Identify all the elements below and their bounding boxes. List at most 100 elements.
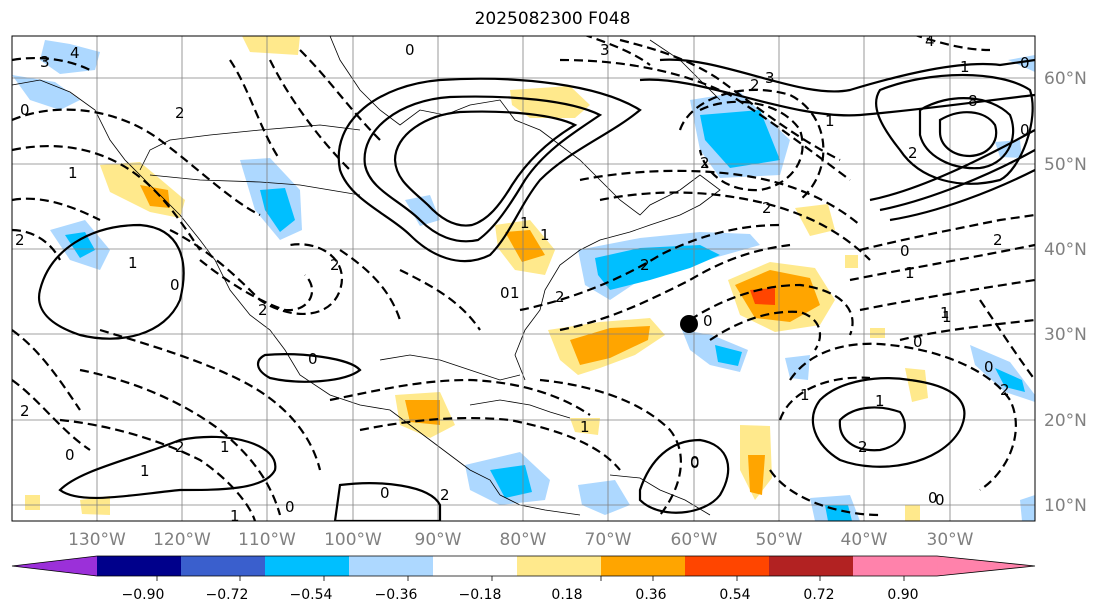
colorbar-tick-label: −0.36 <box>375 587 418 603</box>
lon-label: 70°W <box>585 530 632 550</box>
contour-label: 2 <box>440 486 450 504</box>
contour-label: 0 <box>380 484 390 502</box>
contour-label: 3 <box>600 41 610 59</box>
contour-label: 0 <box>984 358 994 376</box>
contour-label: 0 <box>900 242 910 260</box>
contour-label: 1 <box>800 386 810 404</box>
contour-label: 3 <box>765 69 775 87</box>
contour-label: 0 <box>170 276 180 294</box>
contour-label: 2 <box>993 231 1003 249</box>
contour-label: 1 <box>140 462 150 480</box>
lon-label: 50°W <box>756 530 803 550</box>
colorbar-segment <box>97 556 182 576</box>
contour-label: 1 <box>905 264 915 282</box>
contour-label: 2 <box>908 144 918 162</box>
contour-label: 2 <box>258 301 268 319</box>
colorbar-segment <box>685 556 770 576</box>
lat-label: 10°N <box>1044 496 1087 516</box>
contour-label: 2 <box>15 231 25 249</box>
contour-labels: 3 4 0 2 3 4 1 2 3 8 0 2 1 2 0 1 1 2 0 1 … <box>15 32 1030 525</box>
storm-marker-icon <box>680 315 698 333</box>
contour-label: 1 <box>875 392 885 410</box>
contour-label: 8 <box>968 92 978 110</box>
lon-label: 110°W <box>238 530 296 550</box>
contour-label: 1 <box>510 284 520 302</box>
contour-label: 1 <box>230 507 240 525</box>
colorbar-segment <box>853 556 938 576</box>
lon-label: 80°W <box>500 530 547 550</box>
contour-label: 0 <box>65 446 75 464</box>
contour-label: 0 <box>935 491 945 509</box>
colorbar-extend-min <box>12 556 97 576</box>
colorbar-tick-label: 0.72 <box>803 587 834 603</box>
contour-label: 0 <box>20 101 30 119</box>
contour-label: 0 <box>1020 121 1030 139</box>
colorbar-tick-label: −0.18 <box>459 587 502 603</box>
map-title: 2025082300 F048 <box>474 9 631 29</box>
negative-contours <box>12 36 1035 521</box>
contour-label: 2 <box>330 256 340 274</box>
contour-label: 4 <box>70 44 80 62</box>
lon-label: 100°W <box>324 530 382 550</box>
colorbar-tick-label: 0.54 <box>719 587 750 603</box>
contour-label: 1 <box>940 304 950 322</box>
lat-label: 30°N <box>1044 325 1087 345</box>
contour-label: 0 <box>913 333 923 351</box>
lon-label: 90°W <box>415 530 462 550</box>
contour-label: 1 <box>825 112 835 130</box>
contour-label: 1 <box>520 214 530 232</box>
contour-label: 1 <box>128 254 138 272</box>
contour-label: 2 <box>858 438 868 456</box>
contour-label: 2 <box>1000 381 1010 399</box>
colorbar-tick-label: 0.18 <box>551 587 582 603</box>
contour-label: 1 <box>540 226 550 244</box>
contour-label: 0 <box>1020 54 1030 72</box>
contour-label: 2 <box>20 402 30 420</box>
contour-label: 0 <box>928 489 938 507</box>
contour-label: 2 <box>640 256 650 274</box>
lat-label: 50°N <box>1044 155 1087 175</box>
colorbar-segment <box>181 556 266 576</box>
longitude-labels: 130°W 120°W 110°W 100°W 90°W 80°W 70°W 6… <box>68 530 974 550</box>
colorbar-tick-label: −0.72 <box>206 587 249 603</box>
lat-label: 40°N <box>1044 240 1087 260</box>
colorbar: −0.90 −0.72 −0.54 −0.36 −0.18 0.18 0.36 … <box>11 555 1036 603</box>
contour-label: 2 <box>555 288 565 306</box>
contour-label: 0 <box>500 284 510 302</box>
contour-label: 1 <box>580 418 590 436</box>
contour-label: 0 <box>690 454 700 472</box>
colorbar-tick-label: −0.54 <box>290 587 333 603</box>
map-frame <box>11 35 1036 522</box>
contour-label: 3 <box>40 53 50 71</box>
colorbar-segment <box>433 556 518 576</box>
colorbar-tick-label: −0.90 <box>122 587 165 603</box>
lon-label: 30°W <box>927 530 974 550</box>
lat-label: 60°N <box>1044 69 1087 89</box>
contour-label: 0 <box>285 498 295 516</box>
lon-label: 120°W <box>153 530 211 550</box>
colorbar-segment <box>265 556 350 576</box>
latitude-labels: 60°N 50°N 40°N 30°N 20°N 10°N <box>1044 69 1087 516</box>
contour-label: 1 <box>960 58 970 76</box>
contour-label: 2 <box>175 438 185 456</box>
lon-label: 60°W <box>671 530 718 550</box>
lat-label: 20°N <box>1044 411 1087 431</box>
colorbar-segment <box>349 556 434 576</box>
contour-label: 1 <box>68 164 78 182</box>
colorbar-segment <box>601 556 686 576</box>
positive-contours <box>37 58 1035 521</box>
lon-label: 40°W <box>841 530 888 550</box>
contour-label: 1 <box>942 308 952 326</box>
contour-label: 4 <box>925 32 935 50</box>
contour-label: 1 <box>220 438 230 456</box>
contour-label: 0 <box>308 350 318 368</box>
lon-label: 130°W <box>68 530 126 550</box>
contour-label: 0 <box>690 453 700 471</box>
contour-label: 0 <box>405 41 415 59</box>
contour-label: 2 <box>750 76 760 94</box>
contour-label: 2 <box>175 104 185 122</box>
colorbar-segment <box>769 556 854 576</box>
contour-label: 2 <box>762 199 772 217</box>
contour-label: 2 <box>700 154 710 172</box>
